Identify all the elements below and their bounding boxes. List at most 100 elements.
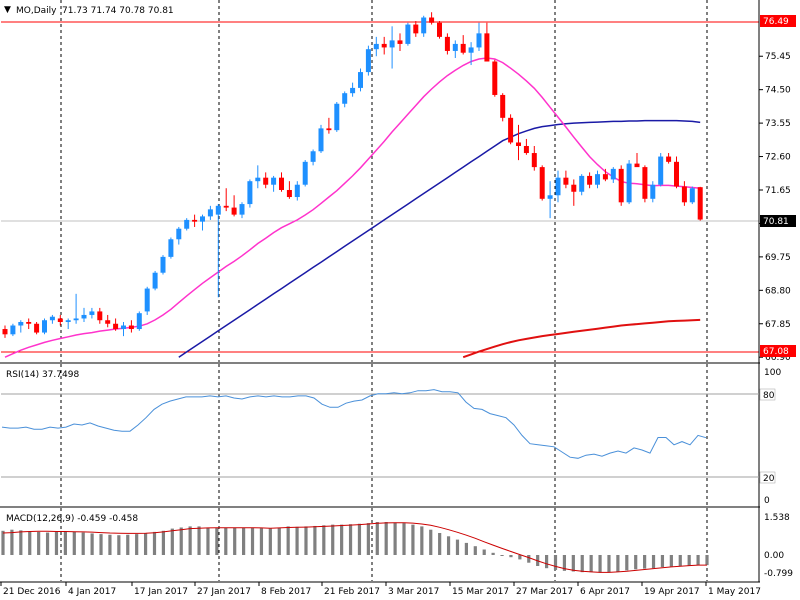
candle-body	[484, 33, 490, 62]
macd-bar	[259, 528, 264, 555]
candle	[650, 181, 656, 203]
candle	[18, 320, 24, 333]
candle	[429, 12, 435, 25]
macd-bar	[304, 526, 308, 555]
candle	[65, 318, 71, 330]
candle-body	[437, 22, 442, 37]
macd-bar	[527, 555, 531, 563]
candle	[492, 59, 498, 97]
candle-body	[215, 205, 221, 215]
time-axis: 21 Dec 2016 4 Jan 2017 17 Jan 2017 27 Jan 2…	[0, 582, 761, 597]
price-tick-label: 68.80	[765, 286, 791, 296]
macd-bar	[607, 555, 611, 573]
candle-body	[642, 167, 648, 199]
candlesticks[interactable]	[2, 12, 703, 338]
candle-body	[113, 323, 119, 330]
macd-bar	[500, 555, 504, 556]
macd-bar	[135, 534, 139, 555]
macd-bar	[63, 531, 67, 555]
candle-body	[160, 256, 166, 273]
symbol-label: MO,Daily	[16, 6, 57, 16]
candle	[263, 172, 269, 189]
candle-body	[168, 239, 174, 257]
macd-bar	[206, 527, 210, 555]
macd-bar	[143, 533, 148, 555]
candle-body	[302, 161, 308, 185]
candle-body	[555, 177, 561, 196]
candle-body	[34, 323, 40, 333]
macd-bar	[331, 524, 335, 555]
candle-body	[650, 184, 656, 199]
macd-vertical-grid	[60, 508, 708, 581]
candle-body	[626, 163, 632, 203]
candle-body	[310, 151, 316, 162]
candle-body	[200, 216, 205, 222]
macd-bar	[348, 524, 353, 555]
candle	[2, 325, 8, 338]
candle-body	[144, 288, 150, 312]
candle	[350, 82, 356, 97]
candle-body	[429, 17, 435, 23]
price-tick-label: 71.65	[765, 186, 791, 196]
candle-body	[223, 205, 229, 208]
ma-slow-line	[462, 318, 701, 359]
candle-body	[318, 128, 324, 152]
lower-price-tag	[760, 345, 796, 357]
ma-fast-line	[4, 57, 701, 358]
triangle-down-icon[interactable]: ▼	[4, 5, 11, 15]
rsi-level-0: 0	[764, 496, 770, 506]
macd-bar	[482, 549, 486, 555]
macd-bar	[224, 527, 228, 555]
upper-price-tag-label: 76.49	[763, 17, 789, 27]
candle	[389, 26, 395, 69]
candle-body	[492, 61, 498, 95]
macd-panel: MACD(12,26,9) -0.459 -0.458 1.538 0.00 -…	[1, 508, 793, 581]
macd-bar	[705, 555, 709, 566]
macd-bar	[580, 555, 584, 573]
time-tick-label: 19 Apr 2017	[644, 587, 700, 597]
candle-body	[460, 43, 466, 53]
candle	[421, 15, 427, 37]
macd-bar	[678, 555, 682, 566]
candle	[57, 314, 63, 326]
macd-bar	[571, 555, 575, 572]
macd-bar	[340, 524, 344, 555]
price-tick-label: 74.50	[765, 86, 791, 96]
macd-bar	[651, 555, 656, 569]
current-price-tag-label: 70.81	[763, 217, 789, 227]
candle-body	[65, 320, 71, 322]
macd-bar	[313, 525, 317, 555]
candle	[555, 170, 561, 203]
macd-bar	[242, 527, 246, 555]
candle	[658, 153, 664, 187]
candle-body	[365, 49, 371, 73]
upper-price-tag	[760, 15, 796, 27]
macd-bar	[696, 555, 700, 566]
time-tick-label: 27 Jan 2017	[197, 587, 251, 597]
candle-body	[176, 228, 182, 240]
candle-body	[444, 36, 450, 51]
candle	[587, 172, 593, 189]
candle-body	[184, 219, 190, 229]
candle	[642, 165, 648, 203]
macd-bar	[384, 522, 388, 555]
candle	[326, 117, 332, 134]
candle	[310, 149, 316, 166]
macd-bar	[179, 527, 183, 555]
price-tick-label: 75.45	[765, 52, 791, 62]
candle-body	[610, 168, 616, 180]
time-tick-label: 1 May 2017	[708, 587, 761, 597]
candle	[184, 218, 190, 231]
macd-bar	[54, 531, 59, 555]
candle-body	[508, 117, 514, 143]
candle	[10, 323, 16, 337]
candle-body	[42, 320, 47, 333]
candle	[681, 181, 687, 206]
macd-bar	[152, 531, 157, 555]
candle-body	[666, 156, 672, 162]
macd-bar	[660, 555, 665, 568]
candle	[610, 167, 616, 183]
candle	[358, 68, 363, 92]
rsi-label: RSI(14) 37.7498	[6, 370, 79, 380]
